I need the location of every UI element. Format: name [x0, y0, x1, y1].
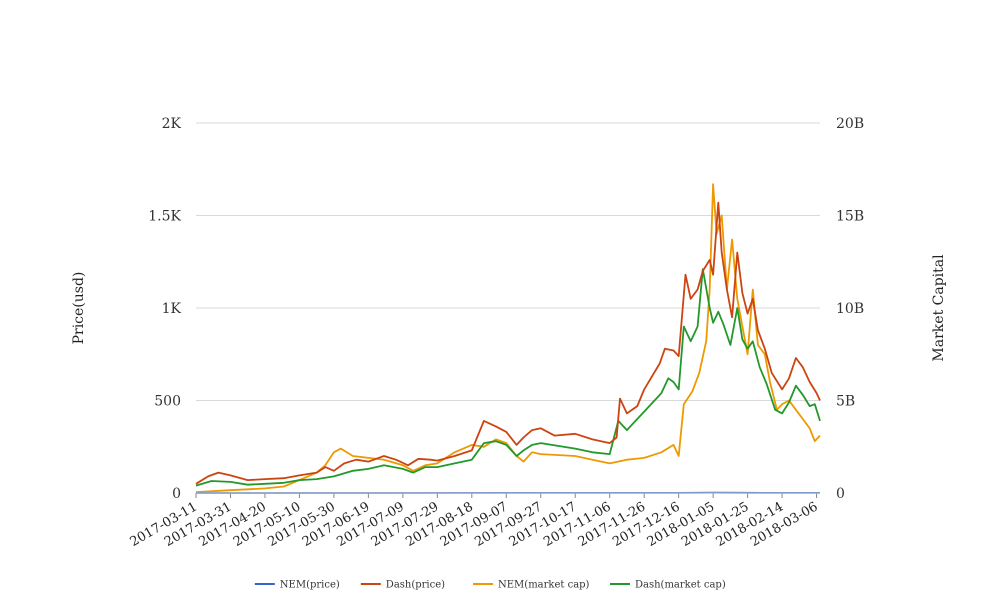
legend-item: Dash(price)	[360, 580, 445, 591]
series-line-dash-price	[195, 201, 821, 485]
legend-label: Dash(price)	[386, 580, 445, 591]
legend-item: NEM(price)	[254, 580, 340, 591]
legend-label: NEM(market cap)	[498, 580, 590, 591]
gridlines	[196, 122, 820, 401]
series-lines	[195, 183, 821, 494]
series-line-dash-market-cap	[195, 268, 821, 487]
legend-item: Dash(market cap)	[610, 580, 726, 591]
left-tick-label: 1.5K	[148, 209, 181, 225]
legend-item: NEM(market cap)	[473, 580, 590, 591]
left-tick-label: 0	[172, 486, 181, 502]
left-tick-label: 1K	[162, 301, 182, 317]
left-axis-ticks: 0 500 1K 1.5K 2K	[148, 116, 181, 502]
legend: NEM(price) Dash(price) NEM(market cap) Dash…	[254, 580, 726, 591]
x-axis-ticks: 2017-03-112017-03-312017-04-202017-05-10…	[128, 493, 821, 550]
right-tick-label: 20B	[836, 116, 864, 132]
left-tick-label: 500	[154, 394, 181, 410]
legend-label: NEM(price)	[280, 580, 340, 591]
legend-label: Dash(market cap)	[635, 580, 726, 591]
right-tick-label: 10B	[836, 301, 864, 317]
right-tick-label: 15B	[836, 209, 864, 225]
right-axis-title: Market Capital	[931, 254, 947, 362]
series-line-nem-market-cap	[195, 183, 821, 493]
right-axis-ticks: 0 5B 10B 15B 20B	[836, 116, 864, 502]
right-tick-label: 5B	[836, 394, 855, 410]
right-tick-label: 0	[836, 486, 845, 502]
left-tick-label: 2K	[162, 116, 182, 132]
left-axis-title: Price(usd)	[71, 272, 87, 345]
